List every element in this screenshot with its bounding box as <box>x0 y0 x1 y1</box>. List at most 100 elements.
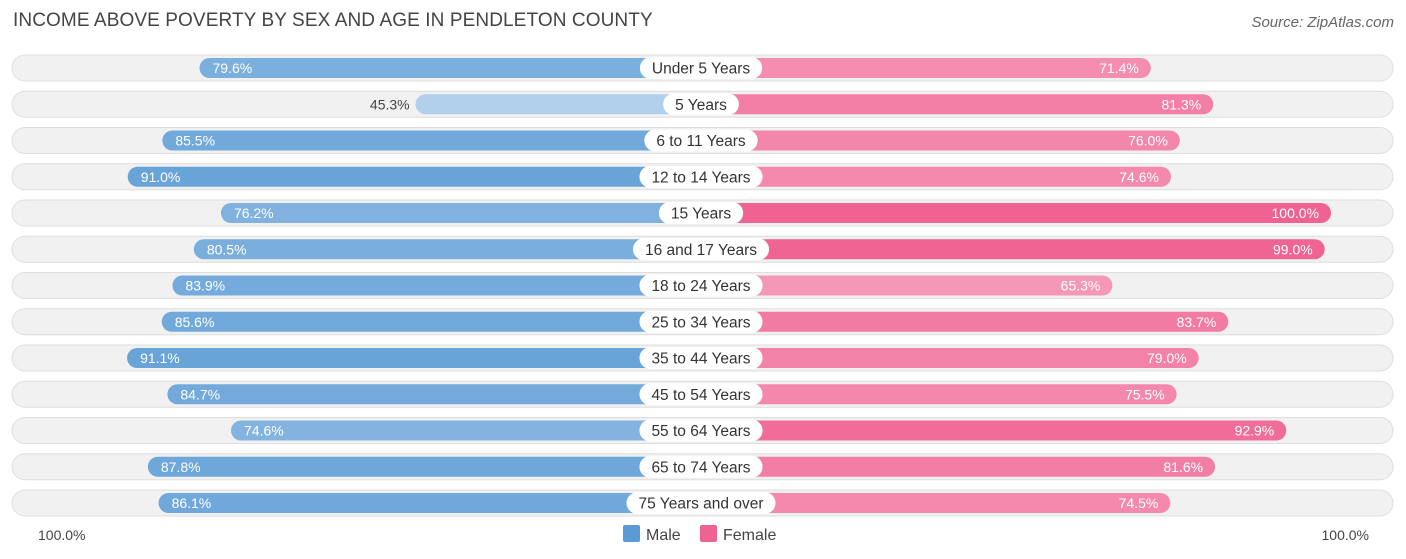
axis-right-label: 100.0% <box>1322 527 1369 543</box>
category-pill <box>639 57 763 79</box>
male-value-label: 84.7% <box>180 386 220 402</box>
male-value-label: 80.5% <box>207 241 247 257</box>
axis-left-label: 100.0% <box>38 527 85 543</box>
category-pill <box>639 347 763 369</box>
chart-row: 55 to 64 Years 74.6% 92.9% <box>11 417 1394 444</box>
chart-row: 16 and 17 Years 80.5% 99.0% <box>11 235 1394 263</box>
female-bar <box>701 239 1325 260</box>
male-bar <box>199 58 701 78</box>
male-bar <box>147 456 702 477</box>
female-value-label: 83.7% <box>1177 314 1217 330</box>
male-value-label: 74.6% <box>244 423 284 439</box>
male-value-label: 83.9% <box>185 278 225 294</box>
female-value-label: 75.5% <box>1125 386 1165 402</box>
female-value-label: 92.9% <box>1235 423 1275 439</box>
male-value-label: 86.1% <box>172 495 212 511</box>
female-value-label: 74.5% <box>1119 495 1159 511</box>
male-bar <box>167 384 701 405</box>
male-bar <box>162 130 702 151</box>
female-value-label: 99.0% <box>1273 241 1313 257</box>
category-label: 45 to 54 Years <box>651 387 750 404</box>
chart-row: 65 to 74 Years 87.8% 81.6% <box>11 453 1394 481</box>
category-pill <box>639 383 763 406</box>
female-value-label: 65.3% <box>1061 278 1101 294</box>
female-bar <box>701 58 1151 78</box>
female-value-label: 74.6% <box>1119 169 1159 185</box>
chart-row: 45 to 54 Years 84.7% 75.5% <box>11 380 1394 408</box>
male-value-label: 85.6% <box>175 314 215 330</box>
category-pill <box>639 274 763 297</box>
male-value-label: 87.8% <box>161 459 201 475</box>
legend-female-label: Female <box>723 527 776 544</box>
male-value-label: 85.5% <box>175 133 215 149</box>
category-label: Under 5 Years <box>652 61 750 78</box>
chart-row: 25 to 34 Years 85.6% 83.7% <box>11 308 1394 336</box>
category-pill <box>639 455 763 478</box>
category-pill <box>639 165 763 188</box>
category-pill <box>632 238 770 261</box>
category-pill <box>658 202 744 224</box>
category-label: 15 Years <box>671 206 732 223</box>
category-pill <box>663 93 739 116</box>
chart-row: 75 Years and over 86.1% 74.5% <box>11 489 1394 517</box>
category-label: 16 and 17 Years <box>645 242 757 259</box>
female-bar <box>701 384 1177 405</box>
female-value-label: 76.0% <box>1128 133 1168 149</box>
female-value-label: 81.6% <box>1163 459 1203 475</box>
chart-row: 12 to 14 Years 91.0% 74.6% <box>11 163 1394 191</box>
female-bar <box>701 493 1171 513</box>
female-value-label: 71.4% <box>1099 60 1139 76</box>
female-value-label: 100.0% <box>1272 205 1319 221</box>
chart-row: 15 Years 76.2% 100.0% <box>11 199 1394 227</box>
category-label: 5 Years <box>675 97 727 114</box>
female-bar <box>701 130 1180 151</box>
legend-female-swatch <box>700 525 717 542</box>
male-bar <box>220 203 701 223</box>
category-pill <box>639 310 763 333</box>
male-value-label: 76.2% <box>234 205 274 221</box>
chart-row: Under 5 Years 79.6% 71.4% <box>11 54 1394 82</box>
male-bar <box>172 275 701 296</box>
female-bar <box>701 420 1287 441</box>
category-pill <box>626 492 776 514</box>
legend-male-swatch <box>623 525 640 542</box>
male-bar <box>193 239 701 260</box>
female-value-label: 79.0% <box>1147 350 1187 366</box>
female-bar <box>701 94 1214 115</box>
category-label: 18 to 24 Years <box>651 278 750 295</box>
chart-title: INCOME ABOVE POVERTY BY SEX AND AGE IN P… <box>13 10 653 31</box>
female-value-label: 81.3% <box>1161 96 1201 112</box>
category-pill <box>639 419 763 442</box>
category-label: 65 to 74 Years <box>651 459 750 476</box>
chart-row: 35 to 44 Years 91.1% 79.0% <box>11 344 1394 372</box>
male-bar <box>415 94 701 115</box>
chart-rows: Under 5 Years 79.6% 71.4% 5 Years 45.3% 81.3%… <box>11 54 1394 517</box>
chart-row: 5 Years 45.3% 81.3% <box>11 90 1394 118</box>
category-label: 25 to 34 Years <box>651 314 750 331</box>
female-bar <box>701 311 1229 332</box>
male-bar <box>127 166 701 187</box>
male-bar <box>127 348 701 368</box>
male-value-label: 91.0% <box>141 169 181 185</box>
legend: Male Female <box>623 525 776 544</box>
female-bar <box>701 275 1113 296</box>
category-label: 12 to 14 Years <box>651 169 750 186</box>
legend-male-label: Male <box>646 527 681 544</box>
female-bar <box>701 456 1216 477</box>
source-credit: Source: ZipAtlas.com <box>1251 14 1394 31</box>
male-bar <box>158 493 701 513</box>
chart-row: 18 to 24 Years 83.9% 65.3% <box>11 272 1394 299</box>
male-bar <box>161 311 702 332</box>
category-pill <box>644 129 758 152</box>
female-bar <box>701 203 1331 223</box>
category-label: 55 to 64 Years <box>651 423 750 440</box>
category-label: 6 to 11 Years <box>656 133 746 150</box>
category-label: 35 to 44 Years <box>651 351 750 368</box>
male-value-label: 45.3% <box>370 96 410 112</box>
category-label: 75 Years and over <box>639 496 764 513</box>
male-value-label: 91.1% <box>140 350 180 366</box>
male-bar <box>231 420 701 441</box>
female-bar <box>701 166 1171 187</box>
chart-row: 6 to 11 Years 85.5% 76.0% <box>11 127 1394 154</box>
